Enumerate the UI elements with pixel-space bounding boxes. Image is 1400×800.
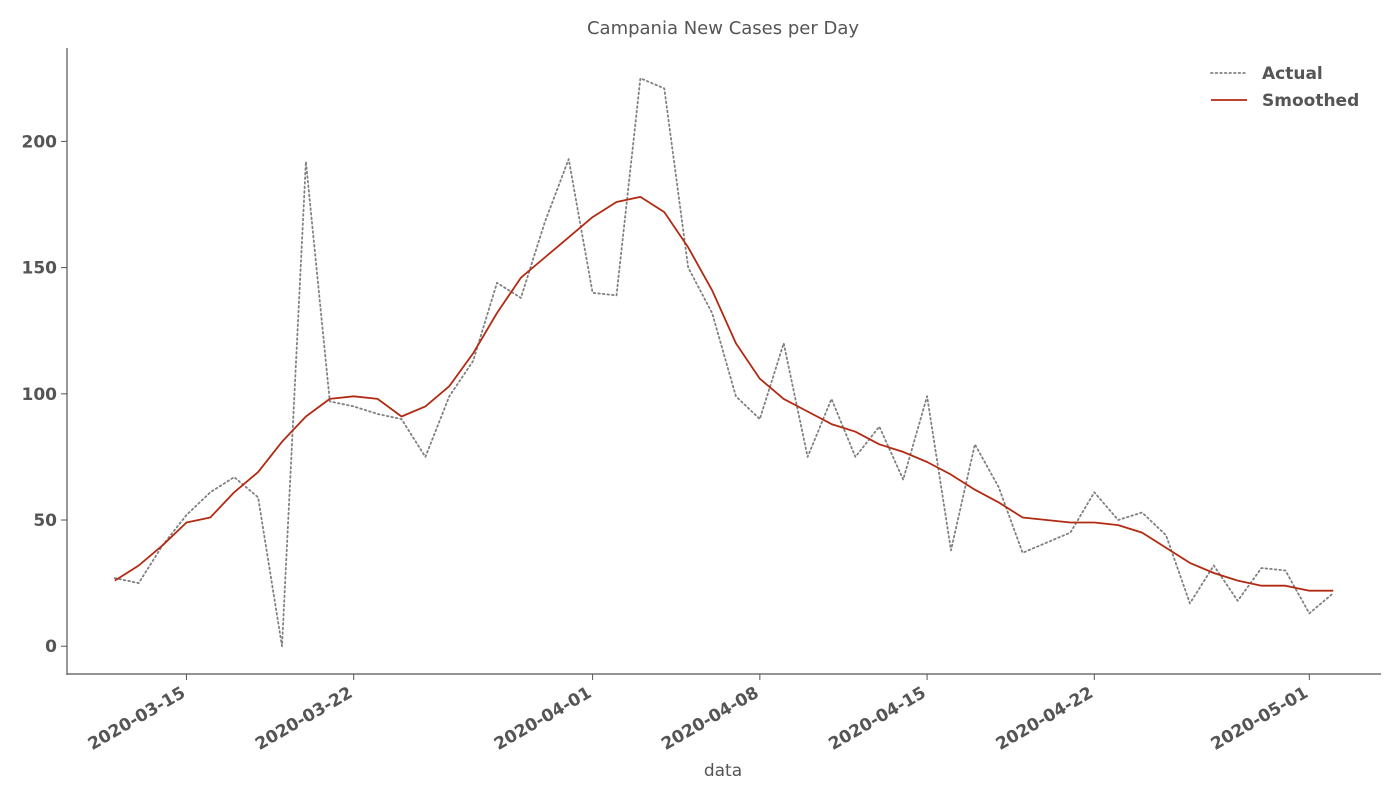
series-line-actual	[113, 77, 1335, 648]
series-line-smoothed	[114, 195, 1334, 592]
y-tick-label: 100	[22, 385, 58, 405]
y-tick-label: 200	[22, 132, 58, 152]
x-axis-ticks: 2020-03-15 2020-03-22 2020-04-01 2020-04-08…	[85, 674, 1312, 755]
plot-area	[113, 77, 1335, 648]
legend-label-actual: Actual	[1262, 64, 1323, 84]
y-tick-label: 150	[22, 259, 58, 279]
chart-title: Campania New Cases per Day	[587, 18, 859, 39]
y-tick-label: 50	[33, 511, 57, 531]
y-axis-ticks: 0 50 100 150 200	[22, 132, 67, 657]
series-layer	[113, 77, 1335, 648]
legend: Actual Smoothed	[1210, 64, 1359, 111]
x-tick-label: 2020-04-22	[993, 683, 1097, 755]
legend-label-smoothed: Smoothed	[1262, 91, 1359, 111]
x-axis-label: data	[704, 761, 742, 781]
x-tick-label: 2020-03-22	[252, 683, 356, 755]
x-tick-label: 2020-05-01	[1208, 683, 1312, 755]
y-tick-label: 0	[45, 637, 57, 657]
x-tick-label: 2020-04-01	[491, 683, 595, 755]
x-tick-label: 2020-04-15	[825, 683, 929, 755]
x-tick-label: 2020-04-08	[658, 683, 762, 755]
x-tick-label: 2020-03-15	[85, 683, 189, 755]
